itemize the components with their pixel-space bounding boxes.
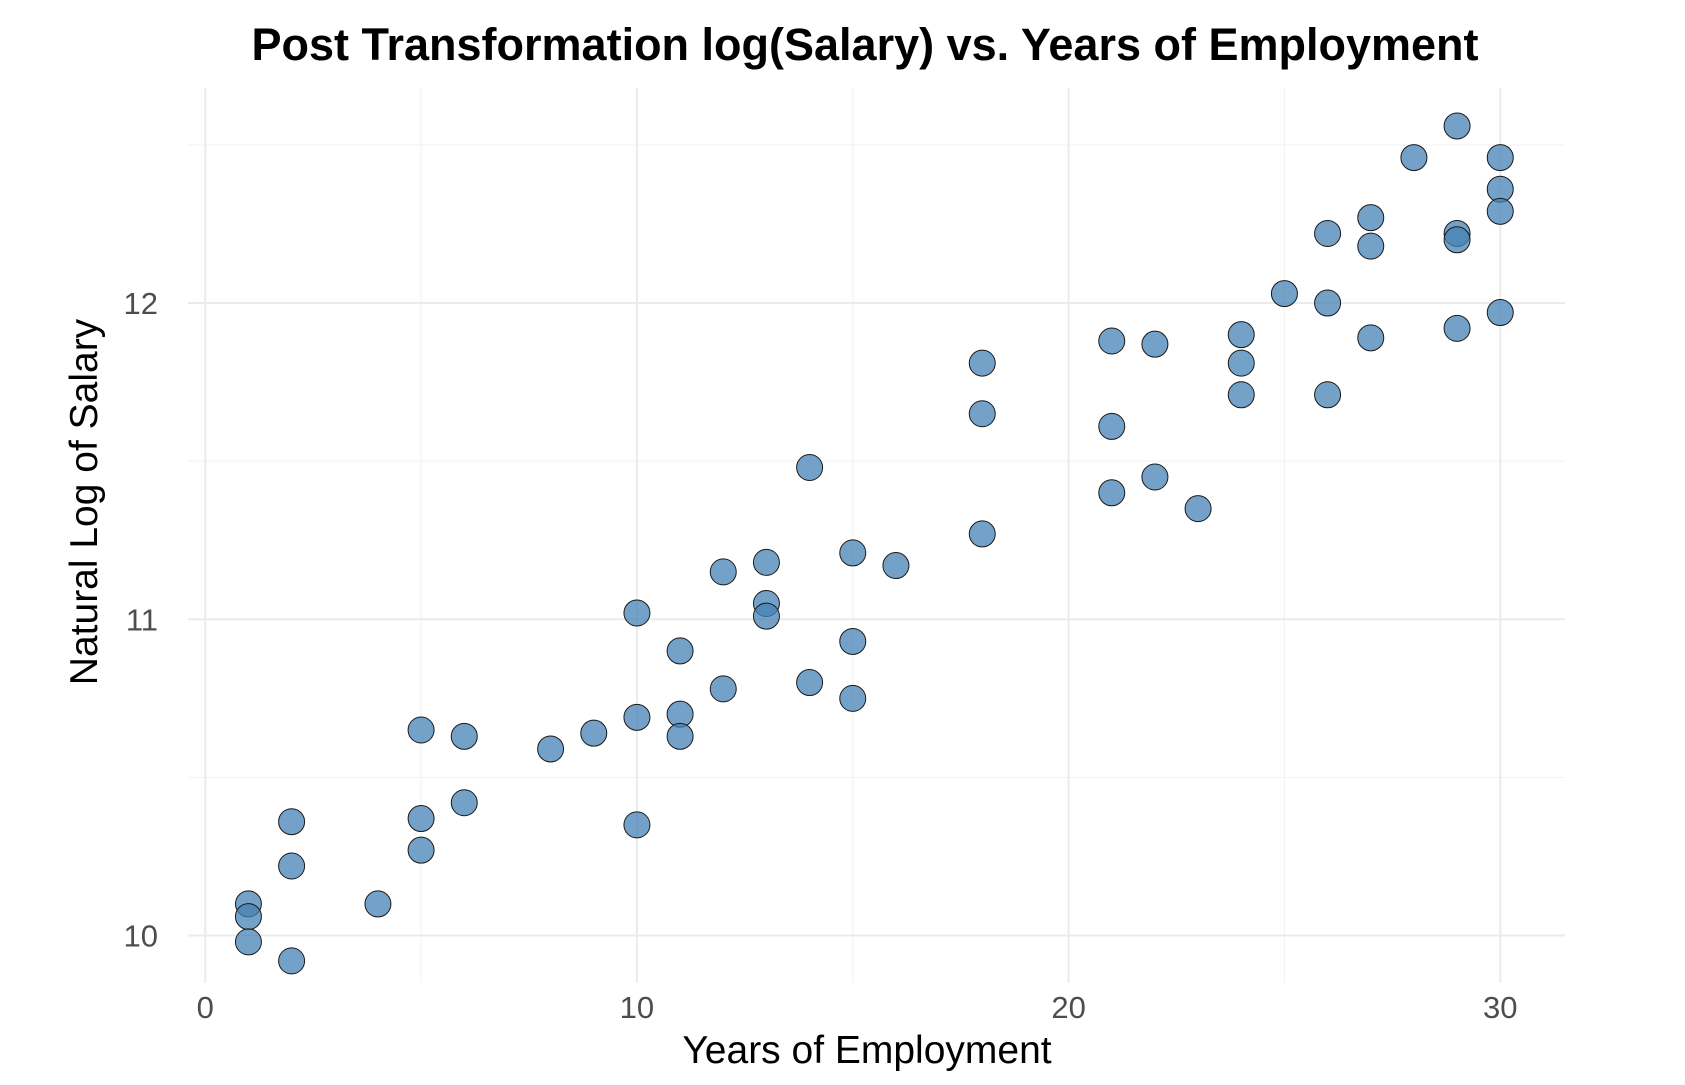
scatter-point	[839, 627, 867, 655]
scatter-point	[278, 808, 306, 836]
scatter-point	[1141, 330, 1169, 358]
scatter-point	[1141, 463, 1169, 491]
scatter-point	[234, 903, 262, 931]
scatter-point	[278, 947, 306, 975]
scatter-point	[968, 520, 996, 548]
scatter-point	[752, 602, 780, 630]
scatter-point	[1357, 204, 1385, 232]
scatter-point	[839, 684, 867, 712]
scatter-point	[1443, 314, 1471, 342]
scatter-point	[1314, 219, 1342, 247]
scatter-point	[1227, 349, 1255, 377]
x-tick-label: 0	[197, 990, 214, 1025]
scatter-point	[1314, 289, 1342, 317]
scatter-point	[1357, 324, 1385, 352]
x-tick-label: 30	[1483, 990, 1517, 1025]
scatter-point	[968, 349, 996, 377]
scatter-point	[752, 548, 780, 576]
scatter-point	[666, 722, 694, 750]
scatter-point	[1443, 226, 1471, 254]
scatter-point	[709, 675, 737, 703]
scatter-point	[623, 811, 651, 839]
scatter-point	[364, 890, 392, 918]
scatter-point	[1357, 232, 1385, 260]
scatter-point	[407, 716, 435, 744]
scatter-point	[1486, 144, 1514, 172]
scatter-point	[1486, 197, 1514, 225]
scatter-point	[1227, 321, 1255, 349]
y-tick-label: 12	[124, 286, 158, 321]
y-axis-label: Natural Log of Salary	[63, 318, 106, 685]
scatter-point	[234, 928, 262, 956]
tick-labels: 0 10 20 30 10 11 12	[124, 286, 1518, 1025]
scatter-point	[839, 539, 867, 567]
scatter-point	[1227, 381, 1255, 409]
scatter-point	[1400, 144, 1428, 172]
scatter-point	[1443, 112, 1471, 140]
x-axis-label: Years of Employment	[682, 1029, 1051, 1072]
x-tick-label: 10	[620, 990, 654, 1025]
scatter-point	[623, 599, 651, 627]
scatter-point	[450, 722, 478, 750]
scatter-point	[1270, 280, 1298, 308]
scatter-point	[1184, 495, 1212, 523]
scatter-point	[968, 400, 996, 428]
scatter-point	[1098, 479, 1126, 507]
scatter-point	[407, 805, 435, 833]
scatter-point	[666, 637, 694, 665]
scatter-point	[278, 852, 306, 880]
scatter-point	[1486, 299, 1514, 327]
scatter-point	[1098, 327, 1126, 355]
scatter-point	[580, 719, 608, 747]
chart-title: Post Transformation log(Salary) vs. Year…	[251, 19, 1478, 70]
scatter-point	[1314, 381, 1342, 409]
x-tick-label: 20	[1051, 990, 1085, 1025]
scatter-point	[537, 735, 565, 763]
scatter-point	[709, 558, 737, 586]
scatter-point	[623, 703, 651, 731]
y-tick-label: 10	[124, 919, 158, 954]
scatter-point	[1098, 412, 1126, 440]
scatter-point	[796, 669, 824, 697]
scatter-point	[450, 789, 478, 817]
y-tick-label: 11	[126, 602, 158, 637]
scatter-point	[882, 552, 910, 580]
scatter-point	[796, 454, 824, 482]
data-points	[234, 112, 1514, 975]
scatter-point	[407, 836, 435, 864]
